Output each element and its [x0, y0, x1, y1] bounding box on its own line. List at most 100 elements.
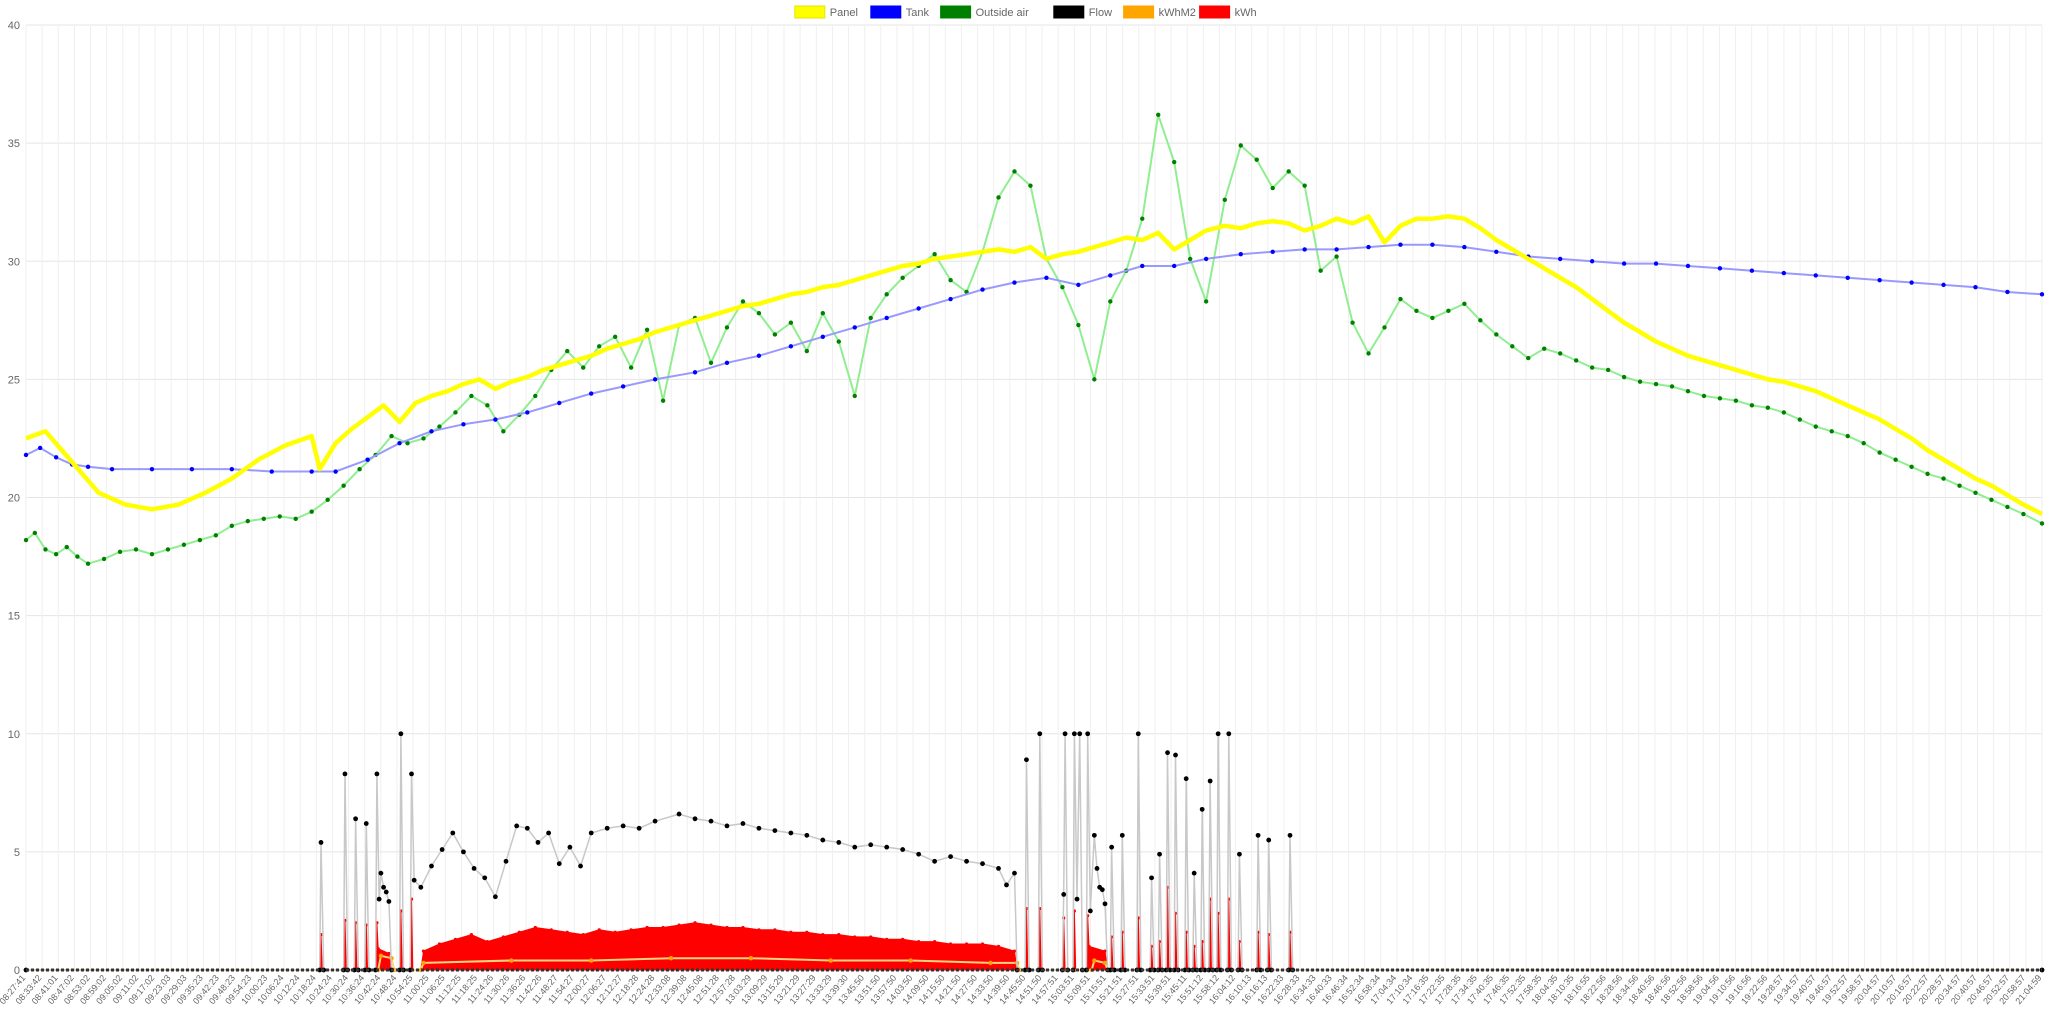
data-point	[1203, 299, 1209, 304]
data-point	[439, 847, 445, 852]
data-point	[1414, 308, 1419, 314]
data-point	[908, 958, 913, 963]
data-point	[1494, 332, 1499, 337]
data-point	[1494, 249, 1499, 254]
data-point	[1062, 731, 1068, 737]
data-point	[1091, 832, 1097, 838]
data-point	[932, 251, 937, 257]
data-point	[389, 433, 394, 439]
data-point	[1797, 417, 1802, 422]
data-point	[964, 858, 969, 864]
data-point	[901, 937, 905, 941]
data-point	[197, 537, 203, 543]
data-point	[868, 842, 874, 848]
data-point	[740, 821, 746, 826]
data-point	[1102, 901, 1108, 907]
data-point	[773, 928, 777, 932]
data-point	[342, 771, 348, 777]
data-point	[1382, 325, 1387, 330]
data-point	[1071, 731, 1077, 737]
data-point	[1060, 285, 1065, 290]
data-point	[820, 837, 826, 843]
data-point	[1012, 949, 1017, 953]
data-point	[533, 393, 538, 399]
legend-label: Tank	[906, 7, 930, 19]
data-point	[620, 384, 626, 389]
legend-item-kwh[interactable]: kWh	[1199, 5, 1257, 19]
data-point	[613, 930, 617, 934]
data-point	[1076, 322, 1081, 328]
data-point	[1012, 870, 1017, 876]
data-point	[1199, 806, 1205, 812]
data-point	[471, 866, 477, 871]
data-point	[1845, 275, 1850, 280]
data-point	[1077, 731, 1083, 737]
chart-legend[interactable]: Panel Tank Outside air Flow kWhM2 kWh	[794, 5, 1257, 19]
data-point	[309, 509, 314, 514]
data-point	[293, 516, 298, 521]
legend-item-flow[interactable]: Flow	[1053, 5, 1112, 19]
data-point	[514, 823, 520, 829]
data-point	[1845, 433, 1850, 439]
data-point	[1973, 285, 1978, 290]
data-point	[1255, 832, 1261, 838]
data-point	[1207, 778, 1213, 784]
data-point	[85, 464, 91, 469]
data-point	[1542, 346, 1547, 351]
data-point	[376, 896, 382, 902]
data-point	[1558, 256, 1563, 262]
data-point	[1398, 242, 1403, 247]
data-point	[1203, 256, 1209, 262]
data-point	[1092, 377, 1097, 382]
legend-item-outside-air[interactable]: Outside air	[940, 5, 1030, 19]
data-point	[1877, 450, 1882, 455]
data-point	[482, 875, 488, 881]
data-point	[333, 469, 338, 474]
data-point	[1302, 247, 1307, 252]
data-point	[1028, 183, 1033, 188]
data-point	[229, 466, 235, 472]
data-point	[837, 932, 841, 937]
data-point	[133, 547, 139, 552]
data-point	[1717, 266, 1723, 271]
data-point	[724, 325, 730, 330]
data-point	[1108, 299, 1113, 304]
y-tick-label: 35	[8, 138, 20, 150]
legend-item-panel[interactable]: Panel	[794, 5, 858, 19]
legend-swatch	[1199, 5, 1231, 19]
data-point	[64, 544, 69, 550]
legend-item-tank[interactable]: Tank	[870, 5, 930, 19]
data-point	[1877, 277, 1882, 283]
data-point	[277, 514, 282, 519]
legend-item-kwhm2[interactable]: kWhM2	[1123, 5, 1196, 19]
data-point	[1318, 268, 1323, 273]
data-point	[1287, 832, 1293, 838]
data-point	[2005, 289, 2010, 295]
series-line-outside-air	[25, 113, 2043, 565]
data-point	[948, 296, 953, 302]
data-point	[756, 353, 762, 358]
data-point	[374, 771, 380, 777]
data-point	[229, 523, 235, 529]
data-point	[1061, 892, 1067, 897]
data-point	[1037, 731, 1043, 737]
data-point	[357, 466, 362, 472]
data-point	[620, 823, 626, 829]
data-point	[269, 469, 274, 474]
data-point	[1733, 398, 1739, 403]
data-point	[932, 858, 938, 864]
data-point	[1102, 960, 1108, 966]
data-point	[1478, 318, 1483, 323]
data-point	[1270, 249, 1275, 254]
data-point	[1334, 254, 1339, 259]
data-point	[828, 958, 833, 963]
data-point	[1226, 731, 1232, 737]
data-point	[1087, 908, 1093, 914]
legend-swatch	[794, 5, 826, 19]
series-layer	[23, 112, 2045, 973]
data-point	[836, 840, 842, 845]
data-point	[1813, 273, 1818, 278]
y-tick-label: 15	[8, 611, 20, 623]
data-point	[805, 930, 809, 934]
data-point	[708, 818, 714, 824]
